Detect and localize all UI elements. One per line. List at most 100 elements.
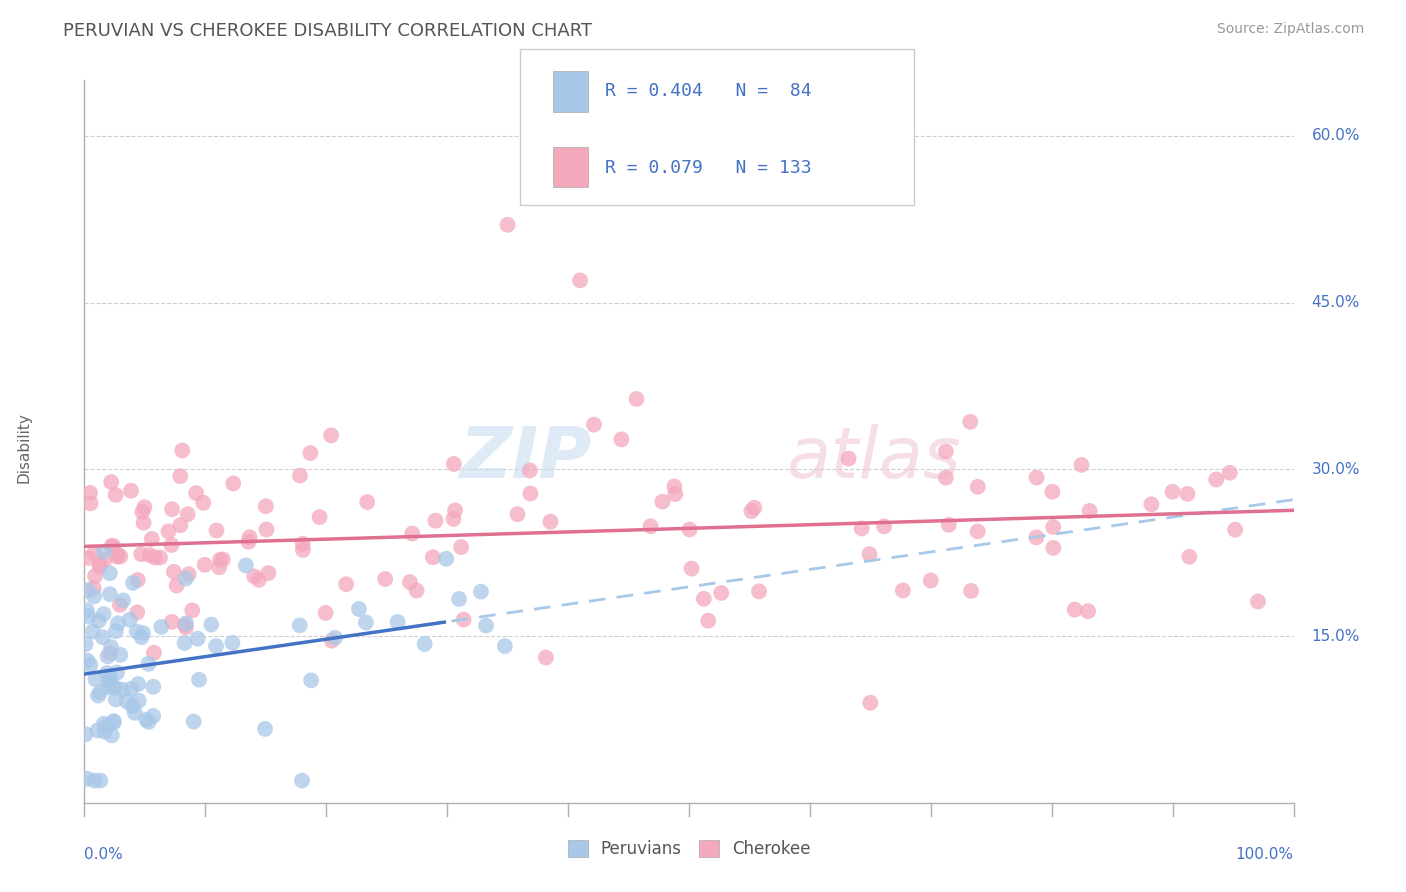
Point	[131, 505, 153, 519]
Point	[538, 515, 561, 529]
Point	[291, 537, 314, 551]
Point	[1025, 470, 1047, 484]
Point	[1161, 484, 1184, 499]
Point	[104, 624, 127, 639]
Point	[93, 716, 115, 731]
Point	[494, 639, 516, 653]
Point	[174, 616, 197, 631]
Point	[873, 519, 896, 533]
Point	[253, 722, 276, 736]
Point	[100, 640, 122, 654]
Point	[519, 463, 541, 477]
Point	[193, 496, 215, 510]
Point	[582, 417, 605, 432]
Text: R = 0.404   N =  84: R = 0.404 N = 84	[605, 82, 811, 100]
Point	[134, 500, 156, 515]
Point	[315, 606, 337, 620]
Point	[569, 273, 592, 287]
Point	[98, 587, 121, 601]
Point	[1042, 520, 1064, 534]
Point	[83, 546, 105, 560]
Point	[157, 524, 180, 539]
Text: R = 0.079   N = 133: R = 0.079 N = 133	[605, 159, 811, 177]
Point	[859, 696, 882, 710]
Point	[177, 507, 200, 521]
Point	[413, 637, 436, 651]
Point	[160, 502, 183, 516]
Point	[103, 714, 125, 728]
Legend: Peruvians, Cherokee: Peruvians, Cherokee	[560, 832, 818, 867]
Point	[475, 618, 498, 632]
Point	[173, 636, 195, 650]
Point	[425, 514, 447, 528]
Point	[1063, 602, 1085, 616]
Point	[1040, 484, 1063, 499]
Point	[183, 714, 205, 729]
Point	[238, 534, 260, 549]
Point	[87, 614, 110, 628]
Point	[112, 593, 135, 607]
Point	[748, 584, 770, 599]
Point	[1247, 594, 1270, 608]
Point	[131, 630, 153, 644]
Point	[138, 657, 160, 671]
Point	[75, 637, 97, 651]
Point	[141, 532, 163, 546]
Point	[1078, 504, 1101, 518]
Point	[838, 451, 860, 466]
Point	[187, 632, 209, 646]
Point	[163, 565, 186, 579]
Point	[354, 615, 377, 630]
Point	[125, 624, 148, 639]
Text: Disability: Disability	[17, 412, 31, 483]
Point	[256, 523, 278, 537]
Point	[401, 526, 423, 541]
Point	[97, 673, 120, 688]
Point	[651, 494, 673, 508]
Point	[920, 574, 942, 588]
Point	[935, 470, 957, 484]
Point	[1219, 466, 1241, 480]
Point	[104, 692, 127, 706]
Point	[103, 715, 125, 730]
Point	[447, 592, 470, 607]
Point	[188, 673, 211, 687]
Point	[120, 483, 142, 498]
Point	[103, 539, 125, 553]
Point	[443, 457, 465, 471]
Point	[100, 539, 122, 553]
Point	[235, 558, 257, 573]
Text: Source: ZipAtlas.com: Source: ZipAtlas.com	[1216, 22, 1364, 37]
Point	[254, 500, 277, 514]
Point	[374, 572, 396, 586]
Point	[86, 723, 108, 738]
Point	[174, 620, 197, 634]
Point	[160, 615, 183, 629]
Point	[257, 566, 280, 580]
Point	[519, 486, 541, 500]
Point	[697, 614, 720, 628]
Point	[89, 773, 111, 788]
Point	[100, 475, 122, 489]
Point	[640, 519, 662, 533]
Point	[169, 518, 191, 533]
Point	[205, 639, 228, 653]
Point	[434, 551, 457, 566]
Point	[450, 540, 472, 554]
Point	[96, 719, 118, 733]
Point	[211, 552, 233, 566]
Point	[104, 488, 127, 502]
Point	[959, 415, 981, 429]
Point	[1177, 487, 1199, 501]
Point	[1178, 549, 1201, 564]
Text: 45.0%: 45.0%	[1312, 295, 1360, 310]
Point	[110, 549, 132, 564]
Point	[443, 512, 465, 526]
Point	[120, 681, 142, 696]
Point	[399, 575, 422, 590]
Point	[453, 613, 475, 627]
Point	[104, 681, 127, 695]
Point	[98, 671, 121, 685]
Point	[1205, 473, 1227, 487]
Point	[308, 510, 330, 524]
